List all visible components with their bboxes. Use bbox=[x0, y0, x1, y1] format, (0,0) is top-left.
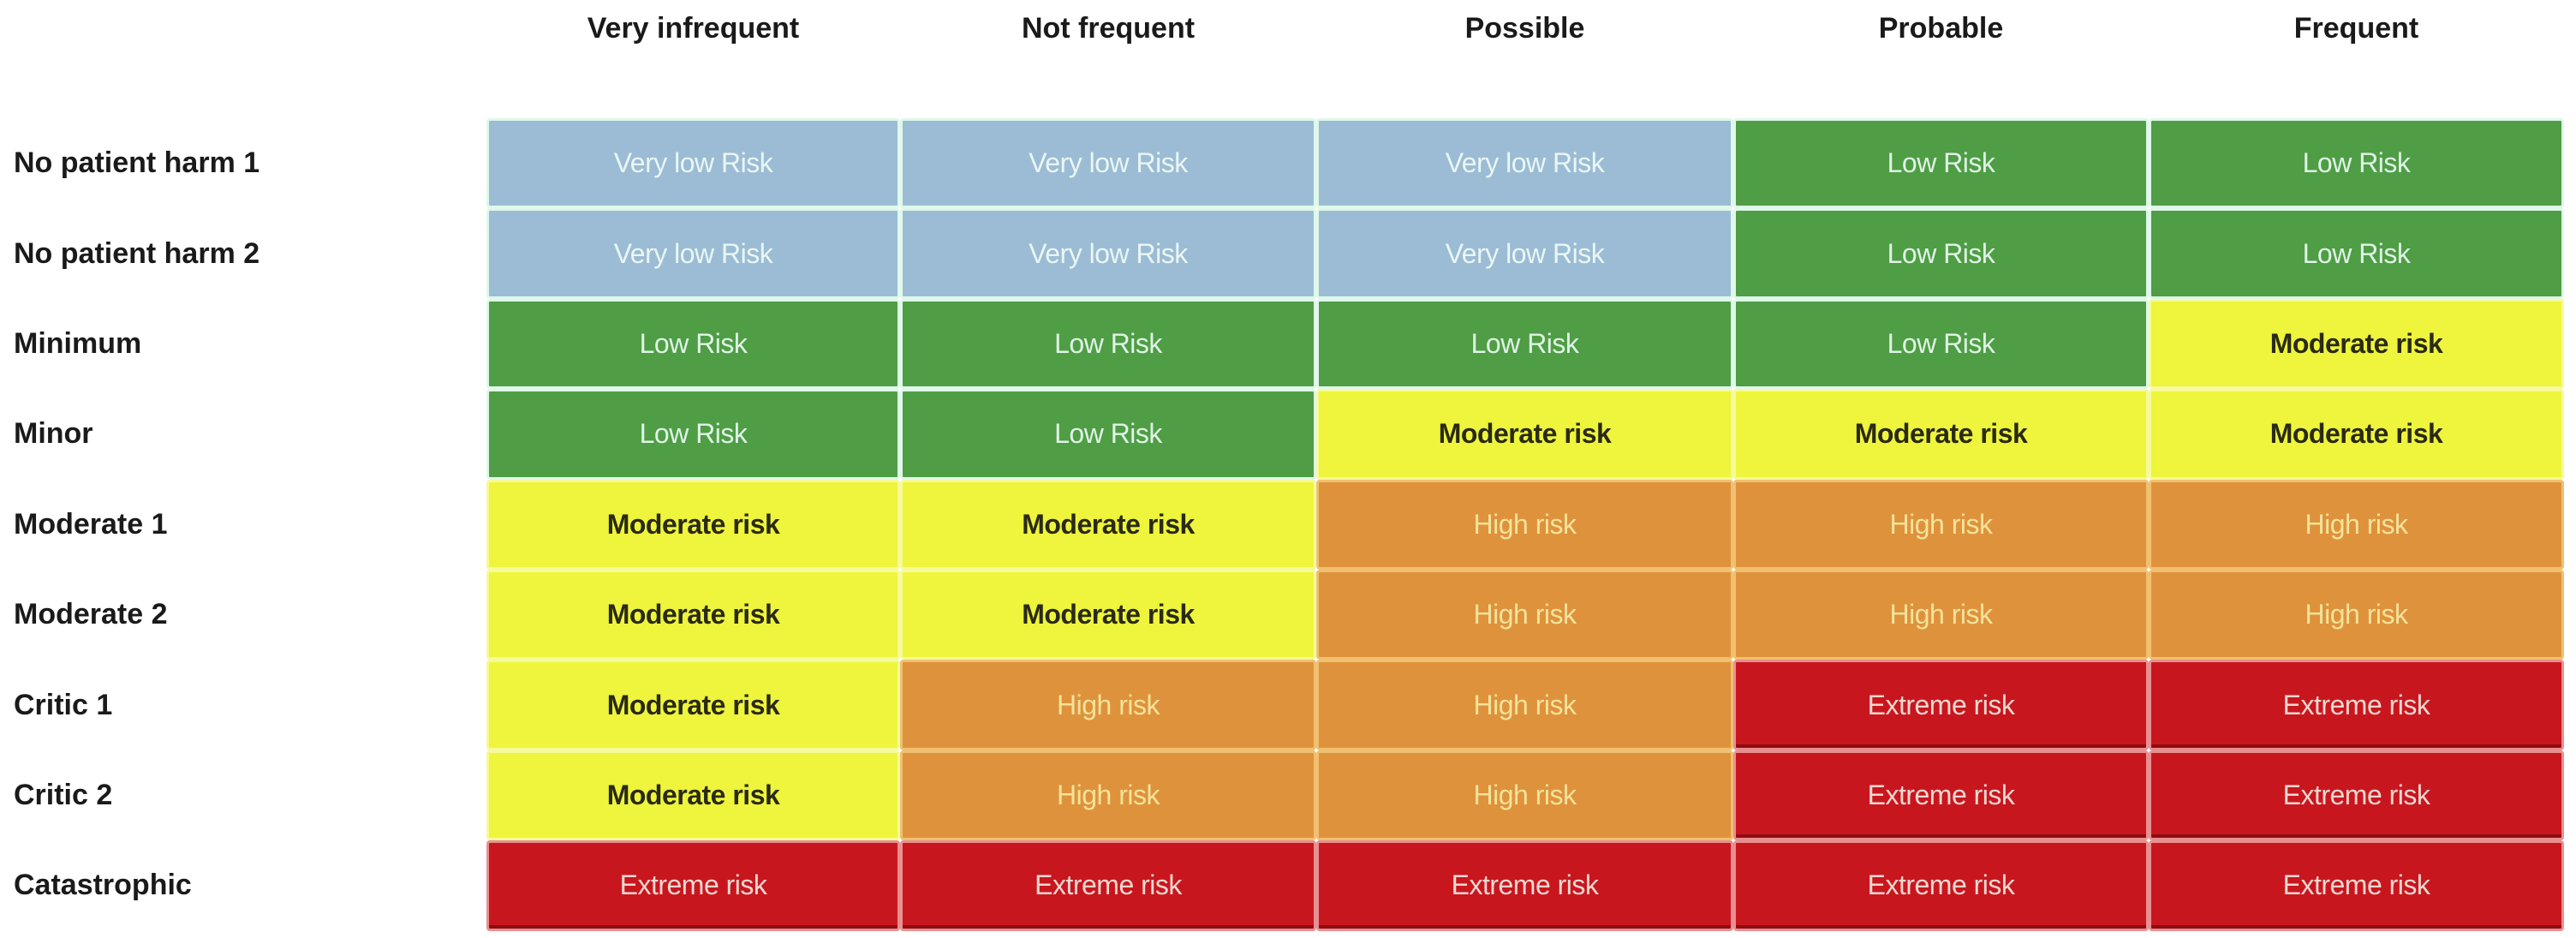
risk-cell: Very low Risk bbox=[900, 208, 1316, 299]
risk-cell: Extreme risk bbox=[1733, 840, 2149, 931]
risk-cell: Extreme risk bbox=[1733, 750, 2149, 841]
risk-cell: Very low Risk bbox=[1316, 118, 1733, 209]
risk-cell: Very low Risk bbox=[486, 208, 900, 299]
column-header: Very infrequent bbox=[587, 12, 800, 45]
column-header: Probable bbox=[1878, 12, 2004, 45]
risk-cell: Low Risk bbox=[2149, 208, 2564, 299]
row-header: No patient harm 1 bbox=[14, 146, 260, 180]
row-header: No patient harm 2 bbox=[14, 236, 260, 270]
risk-cell: High risk bbox=[1733, 570, 2149, 660]
risk-cell: Moderate risk bbox=[486, 570, 900, 660]
risk-cell: Moderate risk bbox=[2149, 389, 2564, 480]
risk-cell: High risk bbox=[1316, 570, 1733, 660]
risk-cell: High risk bbox=[1316, 660, 1733, 750]
risk-cell: Moderate risk bbox=[900, 479, 1316, 570]
risk-cell: Moderate risk bbox=[486, 479, 900, 570]
risk-cell: Very low Risk bbox=[1316, 208, 1733, 299]
risk-cell: Low Risk bbox=[1733, 298, 2149, 390]
risk-cell: Moderate risk bbox=[2149, 298, 2564, 390]
risk-cell: High risk bbox=[900, 750, 1316, 841]
row-header: Minor bbox=[14, 417, 93, 451]
risk-cell: Low Risk bbox=[1733, 208, 2149, 299]
risk-cell: Very low Risk bbox=[900, 118, 1316, 209]
risk-cell: Low Risk bbox=[900, 298, 1316, 390]
row-header: Moderate 1 bbox=[14, 507, 168, 541]
row-header: Minimum bbox=[14, 326, 142, 360]
risk-cell: Extreme risk bbox=[1316, 840, 1733, 931]
column-header: Not frequent bbox=[1021, 12, 1196, 45]
risk-cell: Low Risk bbox=[486, 389, 900, 480]
risk-cell: Extreme risk bbox=[1733, 660, 2149, 750]
risk-cell: Moderate risk bbox=[486, 750, 900, 841]
risk-cell: High risk bbox=[1316, 750, 1733, 841]
risk-cell: Extreme risk bbox=[2149, 840, 2564, 931]
risk-cell: Low Risk bbox=[1316, 298, 1733, 390]
risk-cell: High risk bbox=[1733, 479, 2149, 570]
risk-cell: Extreme risk bbox=[486, 840, 900, 931]
risk-cell: Low Risk bbox=[1733, 118, 2149, 209]
risk-cell: Moderate risk bbox=[486, 660, 900, 750]
risk-cell: Low Risk bbox=[900, 389, 1316, 480]
row-header: Critic 1 bbox=[14, 688, 113, 721]
risk-cell: Extreme risk bbox=[900, 840, 1316, 931]
risk-cell: Moderate risk bbox=[1733, 389, 2149, 480]
risk-cell: Moderate risk bbox=[1316, 389, 1733, 480]
risk-cell: Low Risk bbox=[486, 298, 900, 390]
risk-cell: Moderate risk bbox=[900, 570, 1316, 660]
risk-cell: Extreme risk bbox=[2149, 750, 2564, 841]
column-header: Possible bbox=[1464, 12, 1585, 45]
column-header: Frequent bbox=[2293, 12, 2419, 45]
risk-cell: Extreme risk bbox=[2149, 660, 2564, 750]
risk-cell: High risk bbox=[2149, 570, 2564, 660]
row-header: Catastrophic bbox=[14, 869, 192, 902]
risk-cell: High risk bbox=[1316, 479, 1733, 570]
row-header: Moderate 2 bbox=[14, 598, 168, 631]
risk-cell: Low Risk bbox=[2149, 118, 2564, 209]
risk-cell: High risk bbox=[2149, 479, 2564, 570]
risk-cell: Very low Risk bbox=[486, 118, 900, 209]
risk-cell: High risk bbox=[900, 660, 1316, 750]
row-header: Critic 2 bbox=[14, 778, 113, 811]
